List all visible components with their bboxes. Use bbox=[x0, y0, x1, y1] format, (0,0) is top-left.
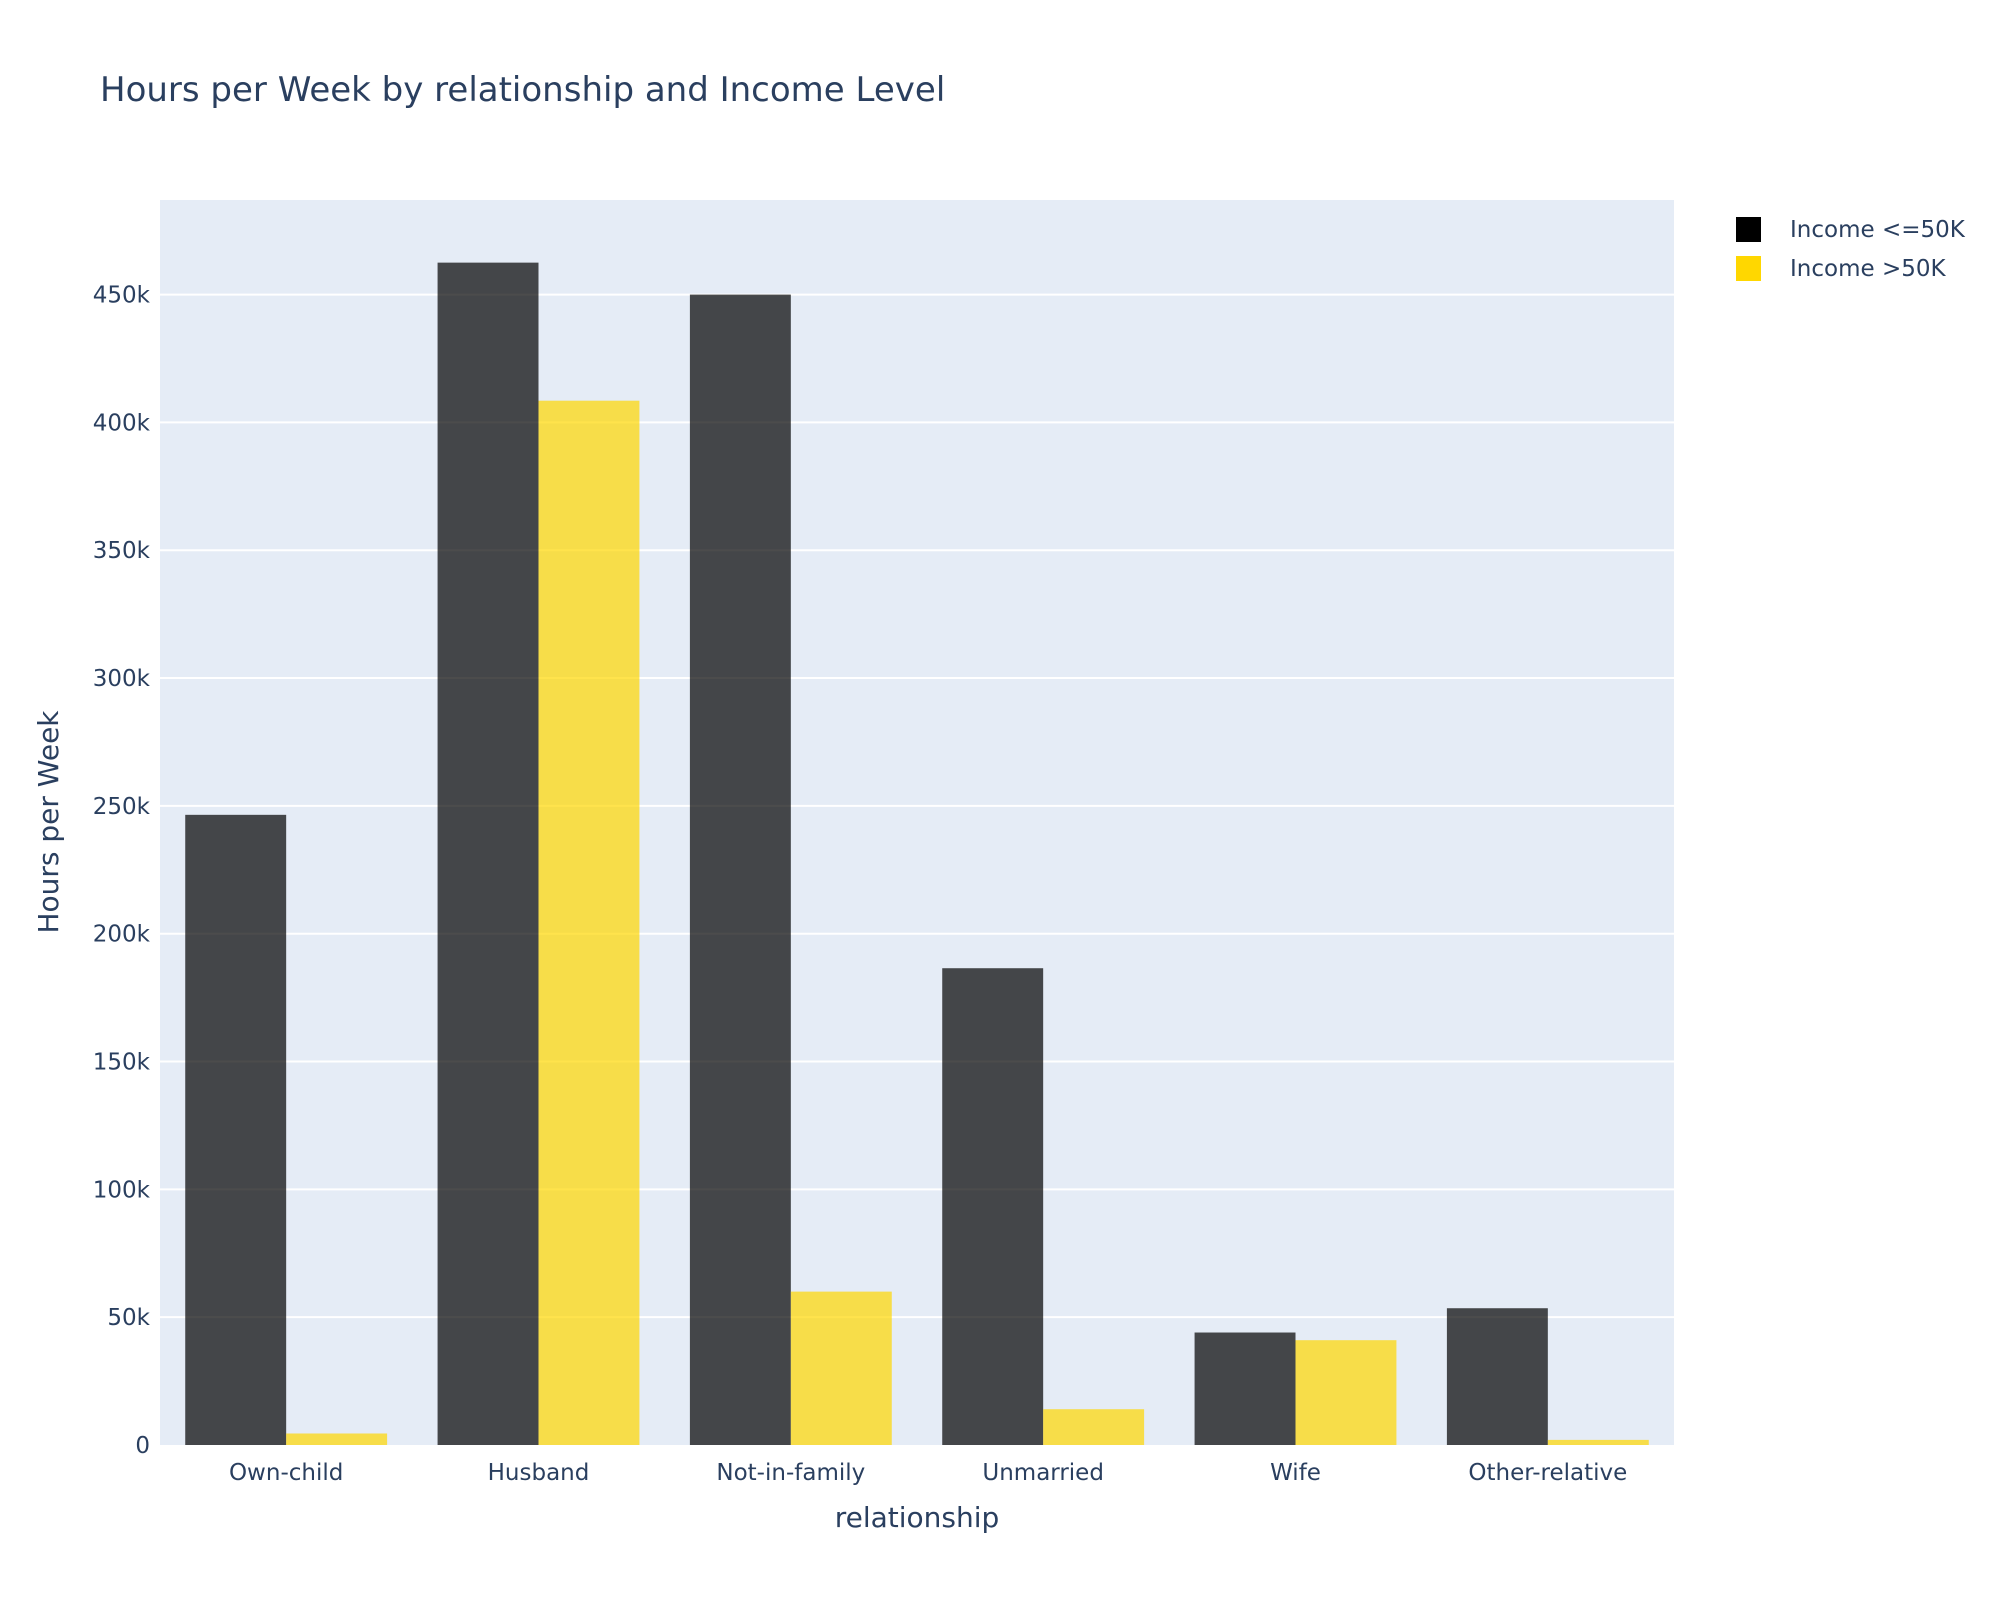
legend-swatch bbox=[1736, 256, 1761, 281]
x-tick-label: Not-in-family bbox=[716, 1460, 865, 1486]
y-axis-title: Hours per Week bbox=[32, 710, 65, 934]
bar-low-income[interactable] bbox=[1194, 1332, 1296, 1445]
x-axis-title: relationship bbox=[835, 1501, 1000, 1534]
x-tick-label: Unmarried bbox=[982, 1460, 1104, 1486]
legend-label[interactable]: Income <=50K bbox=[1790, 217, 1966, 243]
bar-high-income[interactable] bbox=[286, 1433, 388, 1445]
bar-low-income[interactable] bbox=[185, 814, 287, 1445]
y-tick-label: 200k bbox=[93, 922, 151, 948]
y-tick-label: 300k bbox=[93, 666, 151, 692]
bar-low-income[interactable] bbox=[1446, 1308, 1548, 1445]
y-tick-label: 0 bbox=[135, 1433, 150, 1459]
x-tick-label: Husband bbox=[488, 1460, 590, 1486]
bar-high-income[interactable] bbox=[790, 1291, 892, 1445]
bar-high-income[interactable] bbox=[538, 400, 640, 1445]
y-tick-label: 450k bbox=[93, 283, 151, 309]
bar-low-income[interactable] bbox=[689, 294, 791, 1445]
x-tick-label: Other-relative bbox=[1468, 1460, 1627, 1486]
bar-high-income[interactable] bbox=[1547, 1439, 1649, 1445]
legend: Income <=50K Income >50K bbox=[1736, 217, 1966, 282]
legend-label[interactable]: Income >50K bbox=[1790, 256, 1946, 282]
bar-low-income[interactable] bbox=[437, 262, 539, 1445]
bars bbox=[185, 262, 1649, 1445]
y-tick-label: 350k bbox=[93, 538, 151, 564]
plot-area bbox=[160, 200, 1674, 1445]
x-tick-label: Own-child bbox=[229, 1460, 343, 1486]
bar-high-income[interactable] bbox=[1295, 1340, 1397, 1445]
grid bbox=[160, 293, 1674, 1319]
y-tick-label: 100k bbox=[93, 1177, 151, 1203]
chart-title: Hours per Week by relationship and Incom… bbox=[100, 70, 945, 110]
y-tick-label: 400k bbox=[93, 410, 151, 436]
legend-swatch bbox=[1736, 217, 1761, 242]
y-tick-label: 150k bbox=[93, 1050, 151, 1076]
bar-low-income[interactable] bbox=[942, 968, 1044, 1445]
x-tick-label: Wife bbox=[1270, 1460, 1321, 1486]
y-tick-label: 250k bbox=[93, 794, 151, 820]
y-tick-label: 50k bbox=[107, 1305, 150, 1331]
y-ticks: 0 50k 100k 150k 200k 250k 300k 350k 400k 450k bbox=[93, 283, 151, 1459]
x-ticks: Own-child Husband Not-in-family Unmarried Wi… bbox=[229, 1460, 1627, 1486]
bar-high-income[interactable] bbox=[1043, 1409, 1145, 1445]
